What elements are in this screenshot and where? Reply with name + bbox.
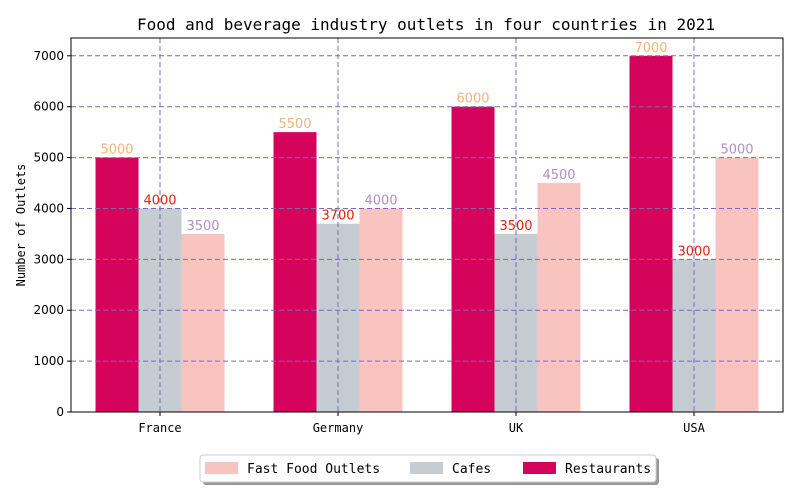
data-label: 6000 — [456, 92, 489, 107]
y-tick-label: 3000 — [33, 252, 64, 266]
data-label: 7000 — [634, 41, 667, 56]
y-tick-label: 0 — [56, 405, 64, 419]
data-label: 4000 — [143, 193, 176, 208]
axes: 0 1000 2000 3000 4000 5000 6000 7000 France Germa… — [33, 37, 784, 435]
x-tick-label: UK — [509, 421, 524, 435]
x-tick-label: Germany — [313, 421, 364, 435]
data-labels: 5000 5500 6000 7000 4000 3700 3500 3000 3500 4000… — [100, 41, 753, 260]
data-label: 4000 — [364, 193, 397, 208]
legend-label: Restaurants — [565, 462, 651, 477]
y-tick-label: 1000 — [33, 354, 64, 368]
chart-title: Food and beverage industry outlets in fo… — [137, 15, 715, 34]
y-tick-label: 2000 — [33, 303, 64, 317]
bar — [181, 233, 225, 412]
data-label: 5500 — [278, 117, 311, 132]
data-label: 3700 — [321, 209, 354, 224]
bar — [537, 183, 581, 412]
legend-label: Cafes — [452, 462, 491, 477]
plot-frame — [70, 37, 784, 413]
y-tick-label: 4000 — [33, 201, 64, 215]
y-tick-label: 7000 — [33, 49, 64, 63]
legend-swatch — [205, 462, 238, 474]
legend-swatch — [523, 462, 556, 474]
data-label: 3500 — [186, 219, 219, 234]
y-axis-label: Number of Outlets — [14, 164, 28, 287]
data-label: 4500 — [542, 168, 575, 183]
data-label: 3500 — [499, 219, 532, 234]
data-label: 3000 — [677, 244, 710, 259]
x-tick-label: USA — [683, 421, 705, 435]
bar — [273, 132, 317, 412]
y-tick-label: 5000 — [33, 151, 64, 165]
legend-swatch — [410, 462, 443, 474]
bar — [359, 208, 403, 412]
legend-label: Fast Food Outlets — [247, 462, 380, 477]
grid-overlay — [71, 38, 783, 412]
y-tick-label: 6000 — [33, 100, 64, 114]
bar — [95, 157, 139, 412]
x-tick-label: France — [138, 421, 181, 435]
data-label: 5000 — [100, 143, 133, 158]
bar — [715, 157, 759, 412]
data-label: 5000 — [720, 143, 753, 158]
bar — [629, 55, 673, 413]
legend: Fast Food Outlets Cafes Restaurants — [199, 454, 659, 485]
